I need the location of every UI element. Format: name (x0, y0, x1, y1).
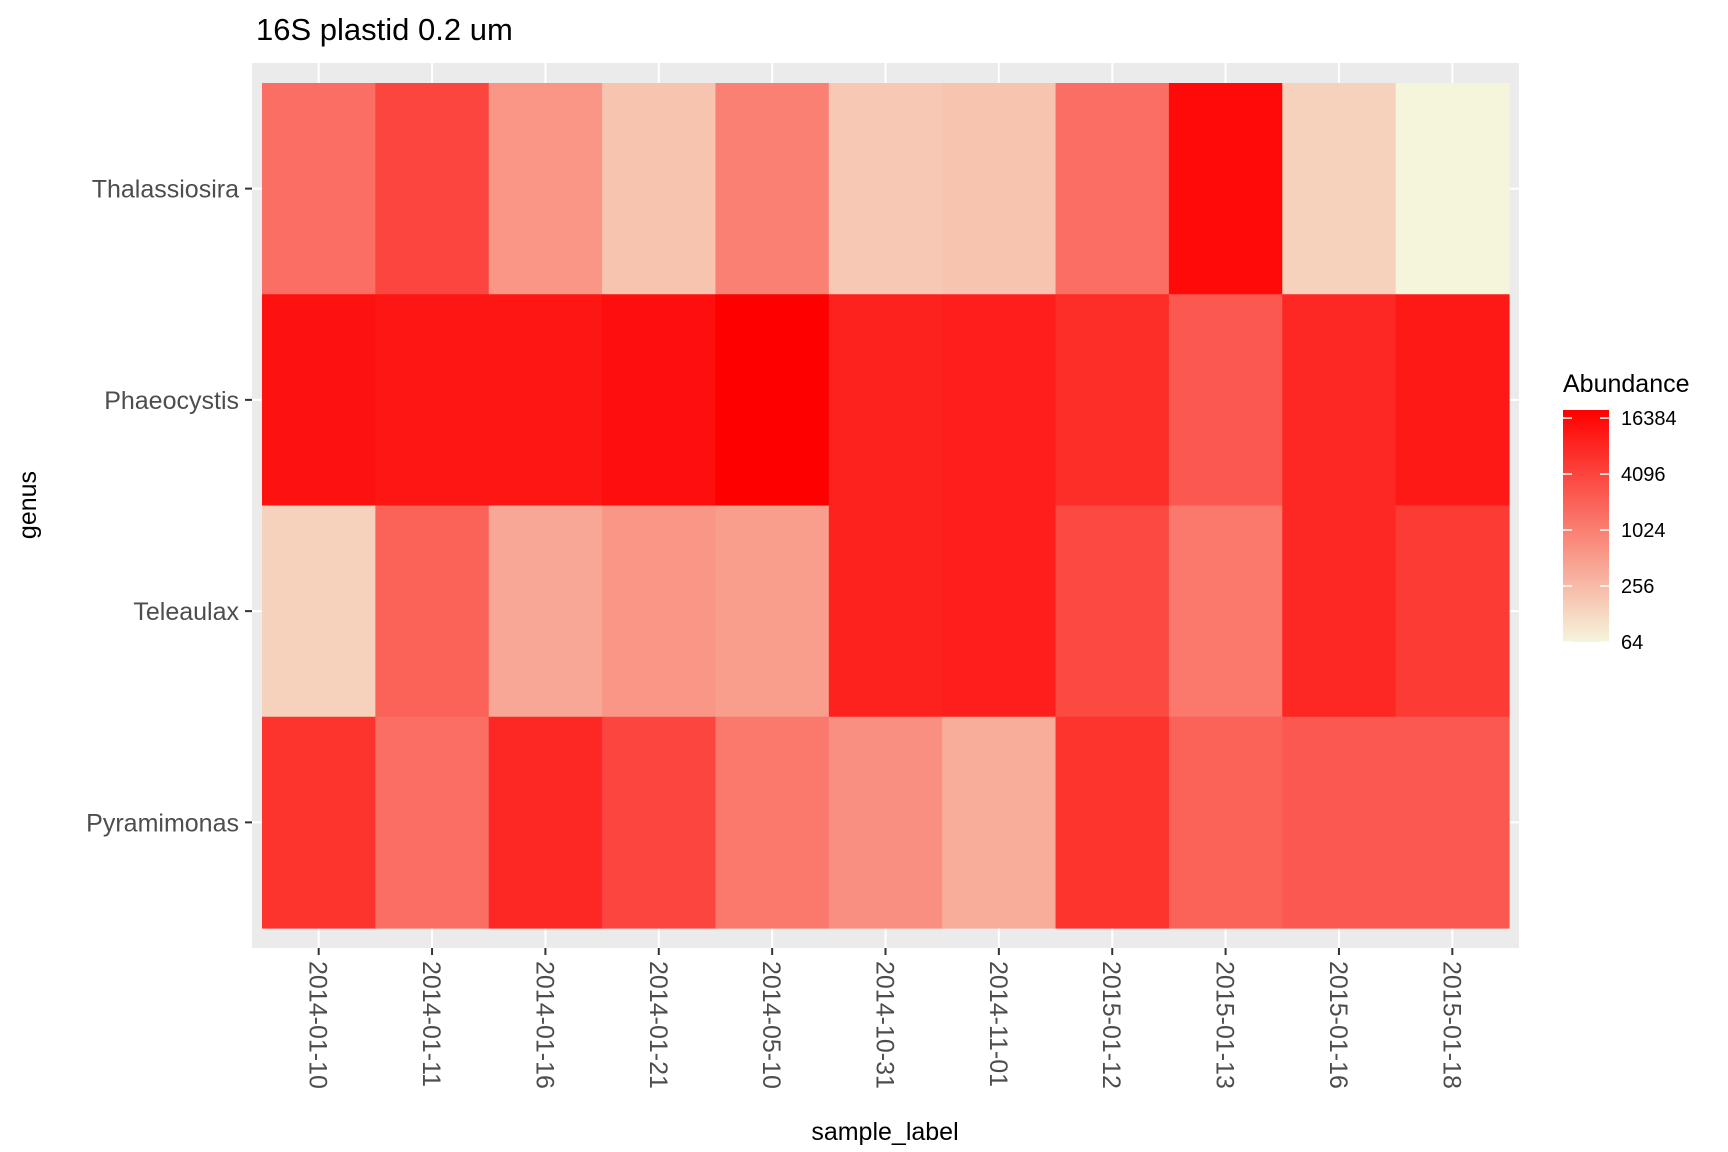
legend-label: 1024 (1621, 520, 1666, 542)
heatmap-tile (1395, 83, 1510, 295)
heatmap-tile (1055, 505, 1170, 718)
heatmap-tile (828, 505, 943, 718)
heatmap-tile (942, 294, 1057, 507)
x-axis-title: sample_label (811, 1118, 958, 1146)
heatmap-tile (828, 294, 943, 507)
heatmap-tile (262, 294, 376, 507)
x-tick-label: 2015-01-18 (1437, 961, 1465, 1089)
heatmap-tile (602, 716, 717, 929)
x-tick-label: 2014-01-21 (644, 961, 672, 1089)
legend-label: 16384 (1621, 408, 1677, 430)
heatmap-tile (1168, 294, 1283, 507)
legend-label: 256 (1621, 576, 1654, 598)
x-tick-label: 2015-01-16 (1324, 961, 1352, 1089)
heatmap-tile (1168, 505, 1283, 718)
heatmap-tile (375, 505, 490, 718)
legend-title: Abundance (1563, 370, 1690, 398)
heatmap-tile (262, 716, 376, 929)
heatmap-tile (488, 505, 603, 718)
heatmap-tile (602, 294, 717, 507)
heatmap-tile (1395, 716, 1510, 929)
heatmap-tile (262, 83, 376, 295)
heatmap-tile (715, 505, 830, 718)
x-tick-label: 2015-01-13 (1211, 961, 1239, 1089)
heatmap-tile (715, 294, 830, 507)
heatmap-tile (828, 716, 943, 929)
x-tick-label: 2014-11-01 (984, 961, 1012, 1087)
legend-label: 4096 (1621, 464, 1666, 486)
heatmap-tile (1055, 716, 1170, 929)
x-tick-label: 2014-01-10 (304, 961, 332, 1089)
heatmap-tile (942, 83, 1057, 295)
x-axis-ticks: 2014-01-10 2014-01-11 2014-01-16 2014-01-21… (304, 948, 1465, 1089)
legend-ticks: 16384 4096 1024 256 64 (1563, 408, 1677, 654)
chart-title: 16S plastid 0.2 um (256, 12, 513, 47)
heatmap-tile (375, 716, 490, 929)
x-tick-label: 2015-01-12 (1097, 961, 1125, 1089)
heatmap-tile (1395, 294, 1510, 507)
heatmap-tile (828, 83, 943, 295)
heatmap-tile (602, 83, 717, 295)
legend-colorbar (1563, 410, 1609, 642)
heatmap-tile (1395, 505, 1510, 718)
heatmap-tile (602, 505, 717, 718)
heatmap-tile (488, 716, 603, 929)
heatmap-tile (1168, 83, 1283, 295)
y-axis-ticks: Thalassiosira Phaeocystis Teleaulax Pyramim… (86, 176, 252, 837)
y-axis-title: genus (14, 471, 42, 539)
heatmap-tile (488, 83, 603, 295)
heatmap-tile (942, 716, 1057, 929)
heatmap-tiles (262, 83, 1510, 929)
x-tick-label: 2014-05-10 (757, 961, 785, 1089)
y-tick-label: Pyramimonas (86, 809, 239, 837)
heatmap-tile (715, 83, 830, 295)
heatmap-tile (1168, 716, 1283, 929)
heatmap-tile (262, 505, 376, 718)
y-tick-label: Teleaulax (133, 598, 239, 626)
heatmap-tile (1055, 294, 1170, 507)
heatmap-tile (715, 716, 830, 929)
heatmap-tile (942, 505, 1057, 718)
heatmap-tile (1282, 83, 1397, 295)
heatmap-tile (1055, 83, 1170, 295)
x-tick-label: 2014-10-31 (871, 961, 899, 1089)
y-tick-label: Thalassiosira (92, 176, 239, 204)
heatmap-tile (375, 83, 490, 295)
legend-label: 64 (1621, 632, 1643, 654)
y-tick-label: Phaeocystis (104, 387, 239, 415)
heatmap-tile (1282, 716, 1397, 929)
x-tick-label: 2014-01-11 (417, 961, 445, 1087)
heatmap-tile (1282, 294, 1397, 507)
x-tick-label: 2014-01-16 (530, 961, 558, 1089)
heatmap-tile (1282, 505, 1397, 718)
heatmap-tile (488, 294, 603, 507)
heatmap-tile (375, 294, 490, 507)
